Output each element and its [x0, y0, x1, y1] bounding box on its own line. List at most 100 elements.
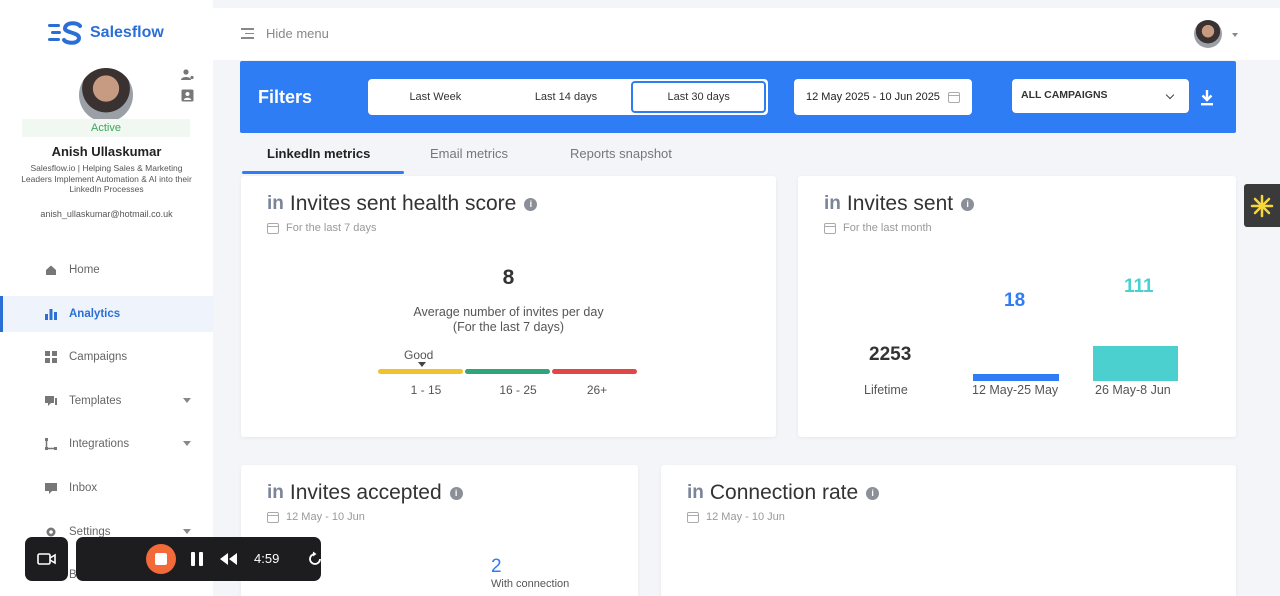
period1-invites-bar: [973, 374, 1059, 381]
sidebar-item-templates[interactable]: Templates: [0, 383, 213, 419]
sidebar-item-inbox[interactable]: Inbox: [0, 470, 213, 506]
sidebar-item-label: Templates: [69, 394, 122, 407]
range-last-week-button[interactable]: Last Week: [409, 91, 462, 103]
sidebar: Salesflow Active Anish Ullaskumar Salesf…: [0, 0, 213, 596]
info-icon[interactable]: i: [866, 486, 880, 500]
band-low-bar: [378, 369, 463, 374]
sidebar-item-home[interactable]: Home: [0, 252, 213, 288]
period1-invites-label: 12 May-25 May: [972, 383, 1059, 397]
sidebar-item-campaigns[interactable]: Campaigns: [0, 339, 213, 375]
camera-icon: [36, 553, 56, 565]
grid-icon: [45, 351, 57, 364]
date-range-picker[interactable]: 12 May 2025 - 10 Jun 2025: [794, 79, 972, 115]
info-icon[interactable]: i: [449, 486, 463, 500]
sidebar-item-settings[interactable]: Settings: [0, 514, 213, 550]
lifetime-invites-value: 2253: [869, 344, 912, 365]
app-logo[interactable]: Salesflow: [48, 20, 164, 46]
chevron-down-icon[interactable]: [183, 528, 191, 534]
range-last-30-days-button[interactable]: Last 30 days: [631, 81, 767, 113]
card-period: 12 May - 10 Jun: [267, 511, 365, 523]
band-high-label: 26+: [586, 383, 608, 397]
card-period: For the last 7 days: [267, 222, 377, 234]
sidebar-item-label: Home: [69, 264, 100, 276]
trash-icon[interactable]: [336, 550, 350, 568]
rewind-icon[interactable]: [219, 552, 239, 566]
indicator-pointer-icon: [418, 362, 426, 367]
bar-chart-icon: [45, 308, 57, 320]
info-icon[interactable]: i: [961, 197, 975, 211]
chevron-down-icon: [1165, 90, 1175, 100]
calendar-icon: [267, 222, 279, 234]
linkedin-icon: in: [687, 482, 704, 503]
chevron-down-icon[interactable]: [183, 441, 191, 447]
chevron-down-icon[interactable]: [183, 397, 191, 403]
feedback-widget[interactable]: [1244, 184, 1280, 227]
card-title: in Invites accepted i: [267, 481, 463, 505]
recording-timer: 4:59: [254, 551, 280, 566]
camera-toggle-button[interactable]: [25, 537, 68, 581]
filters-title: Filters: [258, 87, 313, 107]
screen-recorder-toolbar: 4:59: [25, 537, 350, 581]
accepted-value: 2: [491, 556, 502, 577]
message-icon: [45, 395, 57, 406]
sidebar-nav: Home Analytics Campaigns Templates Integ…: [0, 252, 213, 596]
gear-icon: [46, 527, 56, 537]
app-name: Salesflow: [90, 24, 164, 41]
user-settings-icon[interactable]: [181, 68, 194, 81]
user-avatar-menu[interactable]: [1194, 20, 1222, 48]
user-name: Anish Ullaskumar: [51, 144, 162, 159]
linkedin-icon: in: [824, 193, 841, 214]
inbox-icon: [45, 482, 57, 494]
invites-health-card: in Invites sent health score i For the l…: [241, 176, 776, 437]
top-bar: Hide menu: [213, 8, 1280, 60]
lifetime-invites-label: Lifetime: [864, 383, 908, 397]
info-icon[interactable]: i: [524, 197, 538, 211]
band-mid-label: 16 - 25: [499, 383, 537, 397]
description-line: Average number of invites per day: [413, 305, 604, 319]
sidebar-item-label: Analytics: [69, 307, 121, 320]
download-icon[interactable]: [1200, 89, 1214, 106]
campaign-select[interactable]: ALL CAMPAIGNS: [1012, 79, 1189, 113]
invites-sent-card: in Invites sent i For the last month 225…: [798, 176, 1236, 437]
calendar-icon: [824, 222, 836, 234]
card-title-text: Connection rate: [709, 481, 859, 504]
active-tab-indicator: [242, 171, 404, 174]
metrics-tabs: LinkedIn metrics Email metrics Reports s…: [240, 136, 1236, 176]
chevron-down-icon[interactable]: [1232, 33, 1238, 37]
avatar[interactable]: [79, 68, 133, 122]
user-email: anish_ullaskumar@hotmail.co.uk: [40, 209, 173, 219]
tab-linkedin-metrics[interactable]: LinkedIn metrics: [267, 146, 371, 161]
range-last-14-days-button[interactable]: Last 14 days: [534, 91, 598, 103]
calendar-icon: [267, 511, 279, 523]
sidebar-item-integrations[interactable]: Integrations: [0, 426, 213, 462]
card-title: in Invites sent health score i: [267, 192, 538, 216]
hide-menu-button[interactable]: Hide menu: [241, 26, 329, 41]
card-period: For the last month: [824, 222, 932, 234]
sidebar-item-label: Settings: [69, 525, 111, 538]
status-badge: Active: [22, 119, 190, 137]
sidebar-item-analytics[interactable]: Analytics: [0, 295, 213, 332]
hide-menu-label: Hide menu: [266, 26, 329, 41]
pause-icon[interactable]: [190, 551, 204, 567]
band-low-label: 1 - 15: [410, 383, 442, 397]
contact-card-icon[interactable]: [181, 89, 194, 102]
tab-reports-snapshot[interactable]: Reports snapshot: [570, 146, 672, 161]
sidebar-item-label: Integrations: [69, 438, 130, 451]
tab-email-metrics[interactable]: Email metrics: [430, 146, 509, 161]
card-period-text: 12 May - 10 Jun: [706, 511, 785, 523]
calendar-icon: [947, 91, 960, 103]
salesflow-logo-icon: [48, 21, 82, 45]
calendar-icon: [687, 511, 699, 523]
card-period-text: 12 May - 10 Jun: [286, 511, 365, 523]
card-title-text: Invites accepted: [289, 481, 442, 504]
card-period-text: For the last 7 days: [286, 222, 377, 234]
date-range-toggle: Last Week Last 14 days Last 30 days: [368, 79, 768, 115]
card-title-text: Invites sent: [846, 192, 954, 215]
accepted-value-label: With connection: [491, 578, 570, 590]
restart-icon[interactable]: [307, 551, 323, 567]
user-bio: Salesflow.io | Helping Sales & Marketing…: [21, 163, 192, 194]
health-score-description: Average number of invites per day (For t…: [241, 305, 776, 335]
period1-invites-value: 18: [1004, 290, 1026, 311]
stop-recording-button[interactable]: [146, 544, 176, 574]
